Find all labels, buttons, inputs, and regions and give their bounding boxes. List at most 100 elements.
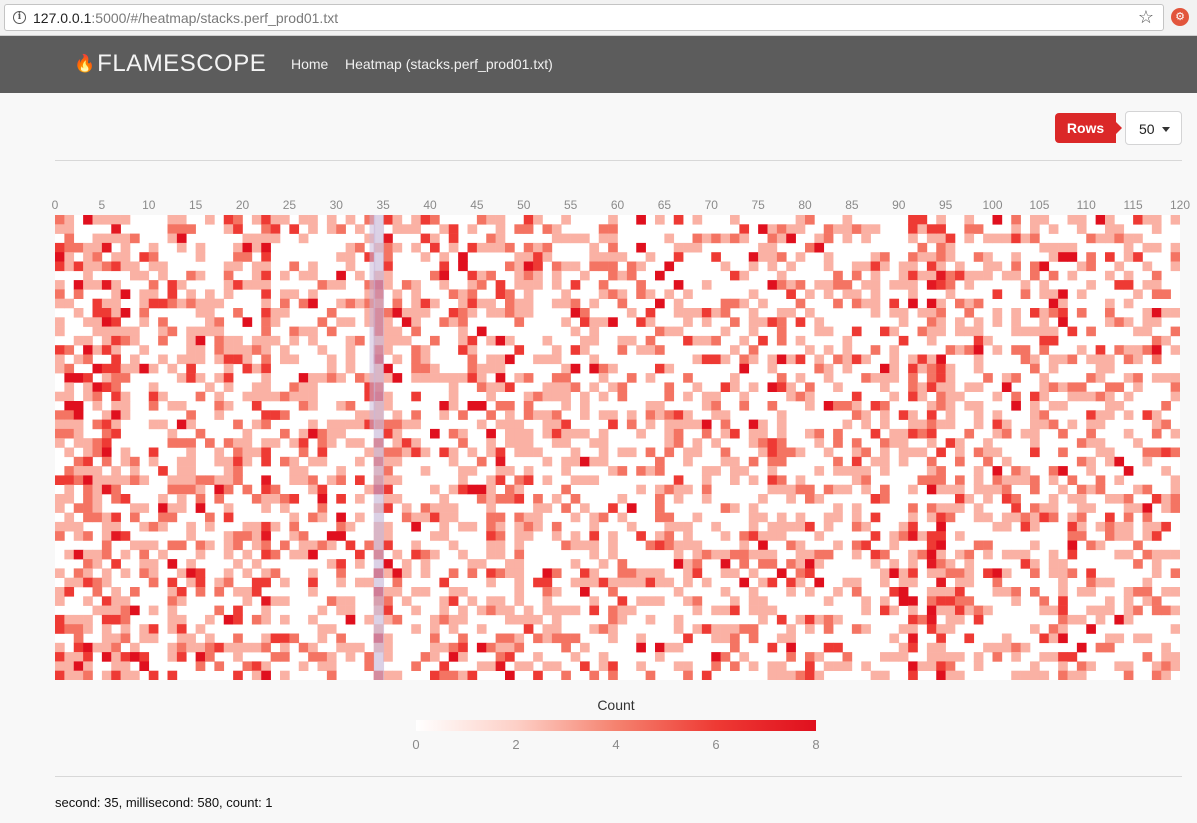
heatmap-cell[interactable] [476,484,487,495]
heatmap-cell[interactable] [111,345,121,355]
heatmap-cell[interactable] [167,642,178,653]
heatmap-cell[interactable] [692,540,703,551]
heatmap-cell[interactable] [298,401,309,411]
heatmap-cell[interactable] [767,475,778,485]
heatmap-cell[interactable] [805,624,815,634]
heatmap-cell[interactable] [945,345,956,355]
heatmap-cell[interactable] [486,484,496,495]
heatmap-cell[interactable] [317,428,328,439]
heatmap-cell[interactable] [55,475,65,485]
heatmap-cell[interactable] [833,466,843,476]
heatmap-cell[interactable] [392,308,403,318]
heatmap-cell[interactable] [495,401,506,411]
heatmap-cell[interactable] [401,596,412,606]
heatmap-cell[interactable] [767,549,778,560]
heatmap-cell[interactable] [1133,373,1143,383]
heatmap-cell[interactable] [92,419,103,430]
heatmap-cell[interactable] [580,503,590,513]
heatmap-cell[interactable] [336,531,346,541]
heatmap-cell[interactable] [1011,345,1021,355]
heatmap-cell[interactable] [439,577,450,588]
heatmap-cell[interactable] [270,335,281,346]
heatmap-cell[interactable] [223,373,234,383]
heatmap-cell[interactable] [223,354,234,365]
heatmap-cell[interactable] [92,382,103,392]
heatmap-cell[interactable] [486,391,496,402]
heatmap-cell[interactable] [401,559,412,569]
heatmap-cell[interactable] [889,308,900,318]
heatmap-cell[interactable] [392,587,403,597]
heatmap-cell[interactable] [195,494,206,504]
heatmap-cell[interactable] [355,298,365,309]
heatmap-cell[interactable] [636,280,646,290]
heatmap-cell[interactable] [458,289,468,299]
heatmap-cell[interactable] [823,512,834,523]
heatmap-cell[interactable] [486,475,496,485]
heatmap-cell[interactable] [861,298,871,309]
heatmap-cell[interactable] [364,391,375,402]
heatmap-cell[interactable] [64,233,75,244]
heatmap-cell[interactable] [1170,484,1180,495]
heatmap-cell[interactable] [270,494,281,504]
heatmap-cell[interactable] [83,456,93,467]
heatmap-cell[interactable] [55,410,65,420]
heatmap-cell[interactable] [692,382,703,392]
heatmap-cell[interactable] [73,475,84,485]
heatmap-cell[interactable] [514,224,525,234]
heatmap-cell[interactable] [973,252,984,262]
heatmap-cell[interactable] [617,577,628,588]
heatmap-cell[interactable] [242,587,253,597]
heatmap-cell[interactable] [767,670,778,680]
heatmap-cell[interactable] [448,373,459,383]
heatmap-cell[interactable] [223,280,234,290]
heatmap-cell[interactable] [692,215,703,225]
heatmap-cell[interactable] [776,326,787,337]
heatmap-cell[interactable] [223,549,234,560]
heatmap-cell[interactable] [186,484,196,495]
heatmap-cell[interactable] [720,503,731,513]
heatmap-cell[interactable] [430,270,440,281]
heatmap-cell[interactable] [336,224,346,234]
heatmap-cell[interactable] [364,419,375,430]
heatmap-cell[interactable] [683,308,693,318]
heatmap-cell[interactable] [439,531,450,541]
heatmap-cell[interactable] [1123,345,1134,355]
heatmap-cell[interactable] [992,410,1003,420]
heatmap-cell[interactable] [205,642,215,653]
heatmap-cell[interactable] [589,326,600,337]
heatmap-cell[interactable] [130,642,140,653]
heatmap-cell[interactable] [130,466,140,476]
heatmap-cell[interactable] [1076,224,1087,234]
heatmap-cell[interactable] [551,661,562,671]
heatmap-cell[interactable] [570,363,581,374]
heatmap-cell[interactable] [880,456,890,467]
heatmap-cell[interactable] [908,391,918,402]
heatmap-cell[interactable] [955,391,965,402]
heatmap-cell[interactable] [73,549,84,560]
heatmap-cell[interactable] [1123,670,1134,680]
heatmap-cell[interactable] [1067,419,1078,430]
heatmap-cell[interactable] [814,326,825,337]
heatmap-cell[interactable] [514,577,525,588]
heatmap-cell[interactable] [889,587,900,597]
heatmap-cell[interactable] [1030,326,1040,337]
heatmap-cell[interactable] [814,233,825,244]
heatmap-cell[interactable] [83,215,93,225]
heatmap-cell[interactable] [355,224,365,234]
heatmap-cell[interactable] [936,215,946,225]
heatmap-cell[interactable] [645,540,656,551]
heatmap-cell[interactable] [945,624,956,634]
heatmap-cell[interactable] [570,577,581,588]
heatmap-cell[interactable] [345,252,356,262]
heatmap-cell[interactable] [1048,308,1059,318]
heatmap-cell[interactable] [1086,326,1096,337]
heatmap-cell[interactable] [551,382,562,392]
heatmap-cell[interactable] [964,345,975,355]
heatmap-cell[interactable] [730,382,740,392]
heatmap-cell[interactable] [617,289,628,299]
heatmap-cell[interactable] [823,624,834,634]
heatmap-cell[interactable] [748,317,759,327]
heatmap-cell[interactable] [645,568,656,578]
heatmap-cell[interactable] [889,280,900,290]
heatmap-cell[interactable] [1067,326,1078,337]
